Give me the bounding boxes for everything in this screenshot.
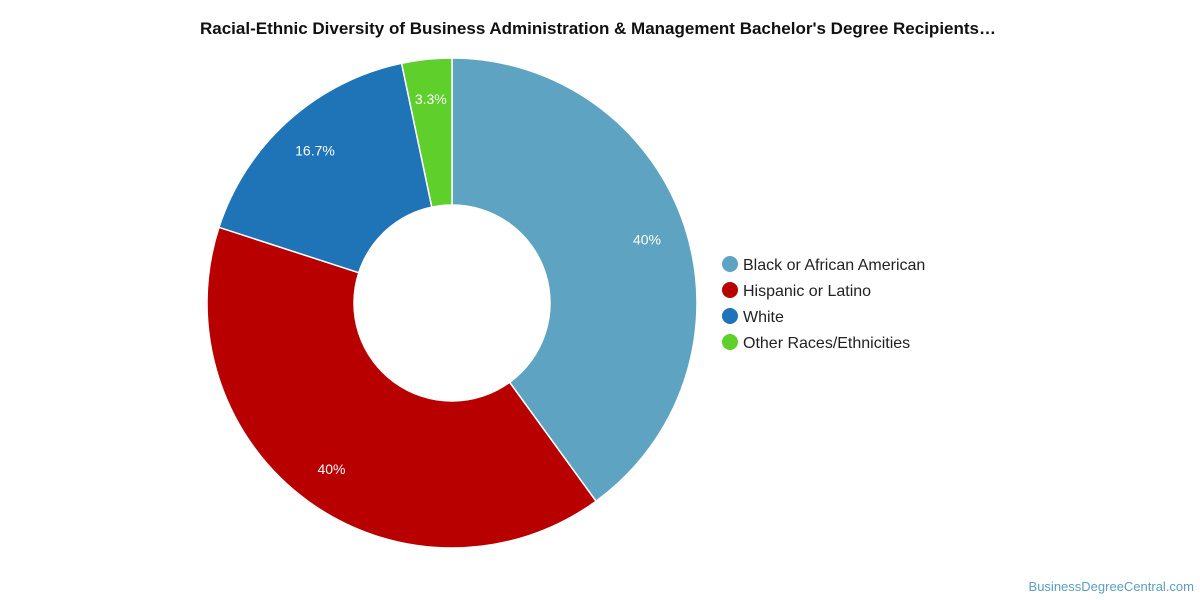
- slice-label-hispanic-or-latino: 40%: [317, 461, 345, 477]
- legend-swatch-white: [722, 308, 738, 324]
- chart-title: Racial-Ethnic Diversity of Business Admi…: [200, 19, 996, 38]
- legend-label-other-races-ethnicities[interactable]: Other Races/Ethnicities: [743, 335, 910, 352]
- slice-white[interactable]: [218, 62, 433, 274]
- slice-other-races-ethnicities[interactable]: [400, 57, 453, 208]
- source-watermark[interactable]: BusinessDegreeCentral.com: [1029, 579, 1194, 594]
- slice-black-or-african-american[interactable]: [451, 57, 698, 503]
- chart-legend: Black or African American Hispanic or Lat…: [722, 256, 925, 352]
- slice-label-white: 16.7%: [295, 143, 335, 159]
- donut-slices: [206, 57, 698, 549]
- slice-label-other-races-ethnicities: 3.3%: [415, 91, 447, 107]
- legend-swatch-hispanic-or-latino: [722, 282, 738, 298]
- legend-swatch-other-races-ethnicities: [722, 334, 738, 350]
- legend-swatch-black-or-african-american: [722, 256, 738, 272]
- slice-label-black-or-african-american: 40%: [633, 232, 661, 248]
- slice-hispanic-or-latino[interactable]: [206, 226, 598, 549]
- legend-label-black-or-african-american[interactable]: Black or African American: [743, 257, 925, 274]
- donut-slice-labels: 40% 40% 16.7% 3.3%: [295, 91, 661, 477]
- legend-label-hispanic-or-latino[interactable]: Hispanic or Latino: [743, 283, 871, 300]
- legend-label-white[interactable]: White: [743, 309, 784, 326]
